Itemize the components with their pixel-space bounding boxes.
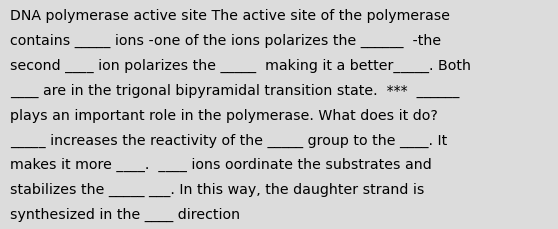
Text: _____ increases the reactivity of the _____ group to the ____. It: _____ increases the reactivity of the __… (10, 133, 448, 147)
Text: stabilizes the _____ ___. In this way, the daughter strand is: stabilizes the _____ ___. In this way, t… (10, 182, 425, 196)
Text: makes it more ____.  ____ ions oordinate the substrates and: makes it more ____. ____ ions oordinate … (10, 158, 432, 172)
Text: DNA polymerase active site The active site of the polymerase: DNA polymerase active site The active si… (10, 9, 450, 23)
Text: synthesized in the ____ direction: synthesized in the ____ direction (10, 207, 240, 221)
Text: plays an important role in the polymerase. What does it do?: plays an important role in the polymeras… (10, 108, 438, 122)
Text: ____ are in the trigonal bipyramidal transition state.  ***  ______: ____ are in the trigonal bipyramidal tra… (10, 83, 459, 97)
Text: contains _____ ions -one of the ions polarizes the ______  -the: contains _____ ions -one of the ions pol… (10, 34, 441, 48)
Text: second ____ ion polarizes the _____  making it a better_____. Both: second ____ ion polarizes the _____ maki… (10, 59, 471, 73)
